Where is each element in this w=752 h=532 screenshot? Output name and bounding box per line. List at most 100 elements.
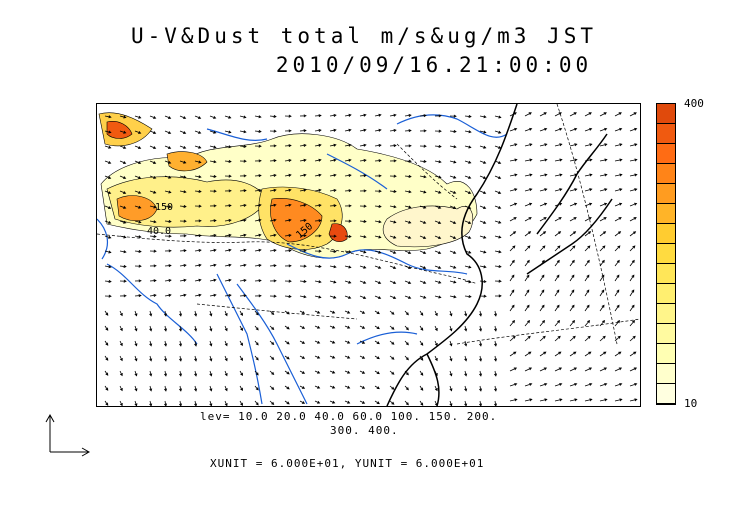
- wind-arrow: [569, 217, 577, 222]
- wind-arrow: [493, 385, 498, 392]
- wind-arrow: [479, 310, 483, 317]
- wind-arrow: [419, 129, 427, 133]
- wind-arrow: [554, 289, 560, 297]
- wind-arrow: [164, 219, 172, 224]
- wind-arrow: [464, 265, 472, 269]
- wind-arrow: [314, 249, 322, 253]
- wind-vectors: [104, 112, 638, 406]
- wind-arrow: [344, 340, 351, 344]
- wind-arrow: [629, 367, 638, 372]
- wind-arrow: [344, 189, 352, 193]
- wind-arrow: [209, 385, 213, 392]
- wind-arrow: [179, 234, 187, 238]
- wind-arrow: [329, 340, 336, 344]
- wind-arrow: [419, 235, 427, 239]
- wind-arrow: [509, 112, 517, 117]
- wind-arrow: [239, 385, 243, 392]
- wind-arrow: [344, 143, 352, 147]
- wind-arrow: [119, 130, 127, 134]
- wind-arrow: [614, 304, 620, 312]
- wind-arrow: [374, 128, 382, 132]
- wind-arrow: [554, 367, 563, 372]
- wind-arrow: [614, 274, 620, 282]
- wind-arrow: [269, 159, 277, 163]
- wind-arrow: [599, 143, 608, 147]
- wind-arrow: [269, 129, 277, 133]
- wind-arrow: [178, 370, 183, 377]
- wind-arrow: [359, 174, 367, 178]
- wind-arrow: [179, 204, 187, 209]
- wind-arrow: [269, 385, 275, 390]
- wind-arrow: [209, 233, 217, 237]
- wind-arrow: [584, 289, 590, 297]
- wind-arrow: [269, 233, 277, 237]
- wind-arrow: [178, 385, 183, 392]
- wind-arrow: [359, 204, 367, 208]
- wind-arrow: [629, 143, 638, 147]
- wind-arrow: [314, 355, 321, 359]
- wind-arrow: [434, 340, 438, 347]
- wind-arrow: [614, 127, 623, 132]
- wind-arrow: [119, 145, 127, 149]
- wind-arrow: [569, 382, 578, 387]
- wind-arrow: [284, 294, 292, 298]
- wind-arrow: [389, 370, 395, 375]
- wind-arrow: [434, 175, 442, 179]
- wind-arrow: [239, 130, 247, 134]
- wind-arrow: [404, 295, 412, 299]
- wind-arrow: [479, 265, 487, 269]
- wind-arrow: [284, 249, 292, 253]
- wind-arrow: [194, 204, 202, 208]
- wind-arrow: [224, 115, 232, 119]
- wind-arrow: [134, 190, 142, 194]
- wind-arrow: [224, 233, 232, 237]
- colorbar: [656, 103, 676, 405]
- wind-arrow: [494, 294, 502, 298]
- wind-arrow: [254, 188, 262, 192]
- wind-arrow: [209, 325, 213, 332]
- wind-arrow: [374, 400, 380, 405]
- colorbar-band: [657, 264, 675, 284]
- wind-arrow: [494, 145, 502, 149]
- wind-arrow: [149, 234, 157, 239]
- wind-arrow: [539, 202, 548, 207]
- wind-arrow: [389, 310, 395, 315]
- wind-arrow: [419, 114, 427, 118]
- wind-arrow: [194, 293, 202, 297]
- wind-arrow: [419, 250, 427, 254]
- wind-arrow: [134, 249, 142, 254]
- wind-arrow: [299, 370, 306, 374]
- wind-arrow: [178, 310, 183, 317]
- wind-arrow: [599, 367, 608, 372]
- wind-arrow: [599, 304, 605, 312]
- wind-arrow: [494, 175, 502, 179]
- wind-arrow: [359, 340, 366, 344]
- wind-arrow: [284, 325, 290, 330]
- wind-arrow: [524, 320, 531, 327]
- wind-arrow: [134, 279, 142, 283]
- wind-arrow: [554, 112, 562, 117]
- wind-arrow: [599, 127, 608, 132]
- wind-arrow: [449, 235, 457, 239]
- wind-arrow: [419, 355, 424, 361]
- wind-arrow: [209, 115, 217, 119]
- wind-arrow: [299, 249, 307, 253]
- wind-arrow: [389, 385, 395, 390]
- colorbar-band: [657, 364, 675, 384]
- wind-arrow: [464, 310, 468, 317]
- wind-arrow: [464, 400, 468, 406]
- wind-arrow: [389, 113, 397, 117]
- map-svg: 150 40.0 150: [97, 104, 640, 406]
- wind-arrow: [614, 143, 623, 147]
- wind-arrow: [464, 340, 468, 347]
- wind-arrow: [224, 130, 232, 134]
- wind-arrow: [434, 370, 438, 377]
- wind-arrow: [629, 127, 638, 132]
- wind-arrow: [479, 385, 483, 392]
- wind-arrow: [359, 370, 366, 374]
- wind-arrow: [269, 114, 277, 119]
- wind-arrow: [314, 370, 321, 374]
- wind-arrow: [224, 263, 232, 267]
- wind-arrow: [239, 115, 247, 119]
- wind-arrow: [584, 398, 593, 402]
